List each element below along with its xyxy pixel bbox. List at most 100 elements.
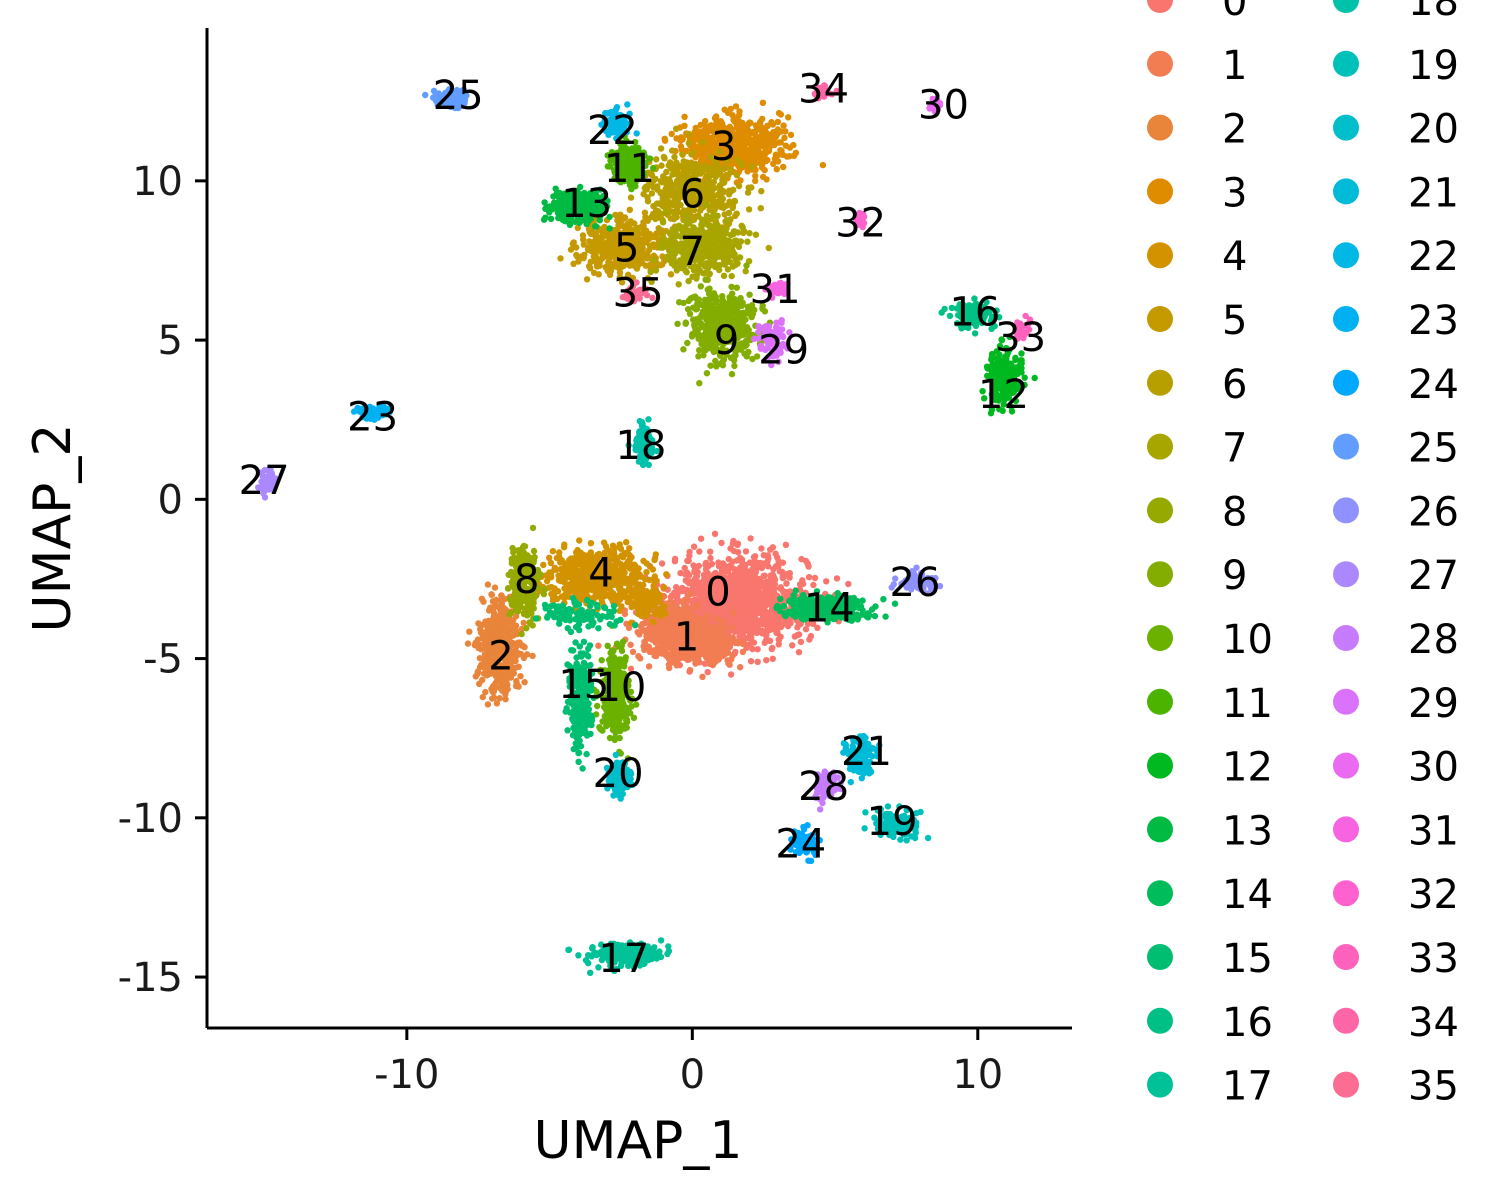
point <box>641 576 649 583</box>
point <box>730 186 737 193</box>
point <box>768 645 775 653</box>
point <box>587 540 595 547</box>
point <box>753 629 761 637</box>
point <box>580 582 588 589</box>
point <box>769 614 777 621</box>
point <box>743 139 750 146</box>
point <box>662 175 669 182</box>
point <box>500 683 507 690</box>
point <box>586 228 593 236</box>
point <box>724 644 731 651</box>
point <box>635 565 642 572</box>
point <box>761 639 768 646</box>
point <box>657 647 664 654</box>
point <box>686 666 694 674</box>
point <box>666 159 674 166</box>
point <box>758 545 765 552</box>
point <box>746 230 753 237</box>
point <box>490 682 498 689</box>
cluster-1-points <box>595 590 747 680</box>
point <box>609 542 617 549</box>
point <box>654 605 661 612</box>
point <box>652 212 659 219</box>
point <box>628 587 636 594</box>
point <box>735 575 742 582</box>
point <box>677 143 685 150</box>
point <box>704 668 711 676</box>
point <box>720 593 727 601</box>
point <box>600 539 608 546</box>
point <box>627 194 635 201</box>
point <box>766 131 774 139</box>
point <box>636 571 643 578</box>
point <box>773 627 780 634</box>
point <box>671 170 678 177</box>
point <box>588 248 595 255</box>
point <box>754 603 761 610</box>
point <box>690 543 698 550</box>
point <box>807 632 815 640</box>
point <box>737 618 745 626</box>
point <box>655 225 662 232</box>
point <box>777 111 785 118</box>
point <box>685 580 693 587</box>
point <box>691 566 698 574</box>
point <box>646 603 653 610</box>
point <box>748 617 755 624</box>
point <box>484 701 492 708</box>
point <box>707 548 714 555</box>
point <box>764 563 772 570</box>
point <box>717 633 724 640</box>
point <box>658 560 666 567</box>
point <box>567 562 574 569</box>
point <box>792 149 800 156</box>
point <box>704 615 711 623</box>
point <box>769 582 776 590</box>
point <box>730 598 738 605</box>
point <box>797 638 805 646</box>
point <box>773 166 780 173</box>
point <box>763 632 770 639</box>
point <box>679 151 686 158</box>
point <box>719 622 726 630</box>
point <box>673 125 680 132</box>
point <box>823 578 830 585</box>
point <box>685 130 693 138</box>
point <box>701 650 708 657</box>
point <box>757 119 764 126</box>
point <box>643 233 650 241</box>
point <box>742 548 750 555</box>
point <box>583 276 591 283</box>
point <box>736 611 743 618</box>
point <box>724 657 731 664</box>
point <box>709 624 716 631</box>
point <box>776 612 783 620</box>
point <box>671 241 678 248</box>
point <box>723 202 730 209</box>
point <box>653 652 660 660</box>
point <box>770 574 778 581</box>
point <box>739 630 746 637</box>
point <box>616 607 623 614</box>
point <box>759 141 767 149</box>
point <box>763 657 770 664</box>
point <box>715 559 722 566</box>
point <box>763 619 771 627</box>
point <box>746 591 753 599</box>
point <box>753 580 761 588</box>
point <box>592 230 599 237</box>
point <box>638 612 645 620</box>
point <box>769 121 777 128</box>
point <box>653 200 661 207</box>
point <box>751 553 759 560</box>
point <box>726 562 734 569</box>
point <box>659 623 666 630</box>
point <box>561 594 568 602</box>
point <box>707 172 714 179</box>
point <box>634 629 641 636</box>
point <box>623 539 630 546</box>
point <box>517 650 525 658</box>
point <box>635 586 642 594</box>
point <box>739 623 746 630</box>
point <box>523 651 531 658</box>
